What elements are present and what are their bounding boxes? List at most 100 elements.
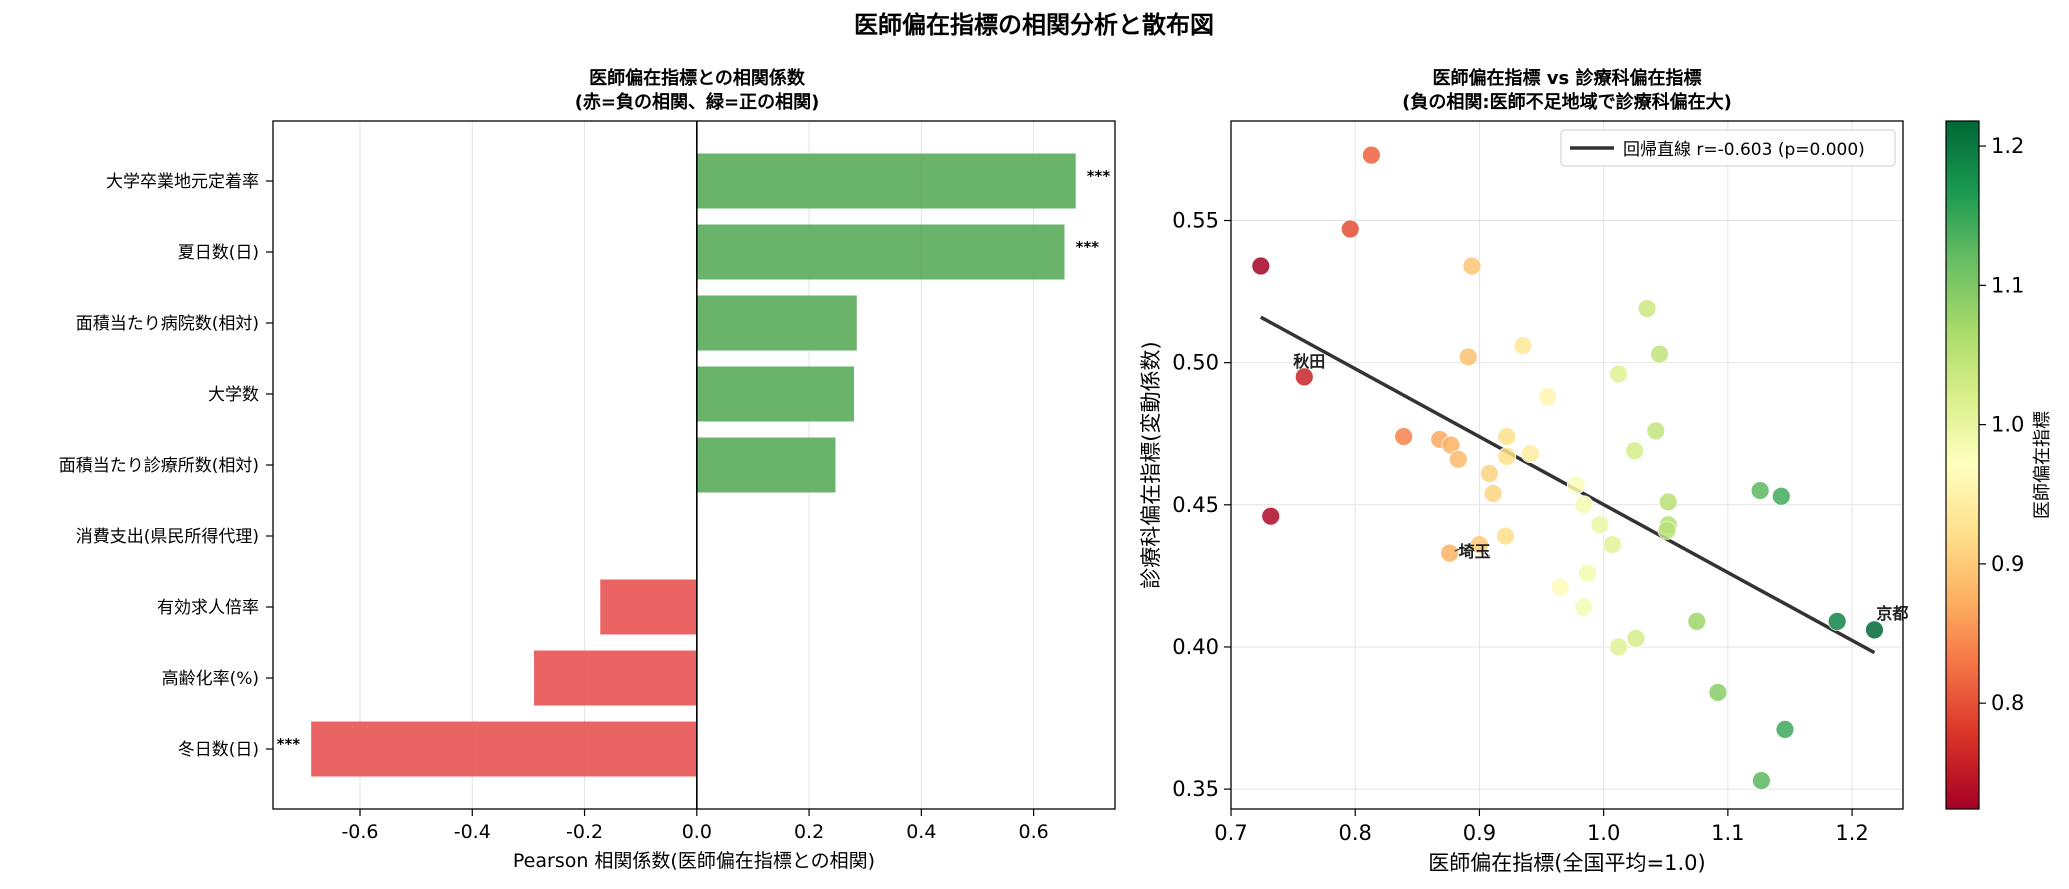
scatter-point <box>1251 256 1271 276</box>
scatter-point <box>1650 344 1669 364</box>
scatter-point <box>1865 620 1884 640</box>
annotation-pointer <box>1454 546 1464 552</box>
scatter-y-tick-label: 0.45 <box>1172 493 1219 517</box>
scatter-annotation: 埼玉 <box>1459 542 1491 561</box>
colorbar: 0.8 0.9 1.0 1.1 1.2 医師偏在指標 <box>1945 120 2053 810</box>
scatter-ticks: 0.7 0.8 0.9 1.0 1.1 1.2 0.35 0.40 0.45 0.50 0.55 <box>1172 209 1869 845</box>
bar-category-label: 大学数 <box>208 385 259 405</box>
significance-label: *** <box>277 735 301 753</box>
scatter-point <box>1574 495 1594 515</box>
scatter-x-tick-label: 1.0 <box>1587 821 1620 845</box>
scatter-chart-frame <box>1230 120 1904 810</box>
scatter-point <box>1602 535 1622 555</box>
scatter-point <box>1827 611 1847 631</box>
colorbar-tick-label: 1.0 <box>1991 413 2024 437</box>
bar-category-label: 有効求人倍率 <box>157 598 259 618</box>
scatter-point <box>1361 145 1381 165</box>
bar <box>696 295 857 351</box>
scatter-x-tick-label: 1.1 <box>1711 821 1744 845</box>
legend: 回帰直線 r=-0.603 (p=0.000) <box>1560 129 1896 167</box>
bar <box>696 366 854 422</box>
bar-x-tick-label: -0.2 <box>566 821 603 843</box>
bar-chart-title-line2: (赤=負の相関、緑=正の相関) <box>575 91 820 113</box>
bar-category-label: 面積当たり診療所数(相対) <box>59 456 259 476</box>
legend-box <box>1560 129 1896 167</box>
bar-category-label: 消費支出(県民所得代理) <box>76 527 259 547</box>
scatter-point <box>1751 771 1771 790</box>
bar-category-label: 大学卒業地元定着率 <box>106 172 259 192</box>
scatter-x-tick-label: 1.2 <box>1835 821 1868 845</box>
colorbar-tick-label: 0.9 <box>1991 552 2024 576</box>
scatter-point <box>1470 535 1489 555</box>
scatter-point <box>1458 347 1478 367</box>
scatter-point <box>1513 336 1533 355</box>
scatter-point <box>1550 577 1570 597</box>
scatter-y-tick-label: 0.35 <box>1172 777 1219 801</box>
colorbar-tick-label: 1.2 <box>1991 134 2024 158</box>
scatter-point <box>1609 637 1628 657</box>
scatter-annotation: 京都 <box>1876 604 1908 623</box>
bar-category-label: 高齢化率(%) <box>162 669 259 689</box>
bar-x-tick-label: 0.2 <box>794 821 824 843</box>
scatter-chart-title-line2: (負の相関:医師不足地域で診療科偏在大) <box>1402 91 1732 113</box>
scatter-y-tick-label: 0.55 <box>1172 209 1219 233</box>
scatter-point <box>1462 256 1482 276</box>
legend-label: 回帰直線 r=-0.603 (p=0.000) <box>1623 140 1865 160</box>
bar <box>600 579 697 635</box>
bar-x-tick-label: -0.6 <box>341 821 378 843</box>
bar <box>696 224 1065 280</box>
scatter-point <box>1609 364 1628 384</box>
scatter-point <box>1479 464 1499 483</box>
scatter-point <box>1440 543 1460 563</box>
scatter-point <box>1497 447 1517 466</box>
scatter-point <box>1448 449 1468 469</box>
bar-category-label: 冬日数(日) <box>178 740 259 760</box>
scatter-y-axis-label: 診療科偏在指標(変動係数) <box>1139 341 1163 588</box>
bar-x-tick-label: 0.6 <box>1018 821 1048 843</box>
significance-label: *** <box>1087 167 1111 185</box>
scatter-point <box>1775 719 1795 739</box>
colorbar-tick-label: 1.1 <box>1991 273 2024 297</box>
scatter-point <box>1590 515 1610 535</box>
scatter-point <box>1637 299 1657 319</box>
bar-category-label: 面積当たり病院数(相対) <box>76 314 259 334</box>
scatter-point <box>1658 492 1678 512</box>
bar-chart-frame <box>272 120 1116 810</box>
scatter-x-tick-label: 0.9 <box>1463 821 1496 845</box>
colorbar-ticks: 0.8 0.9 1.0 1.1 1.2 <box>1979 134 2024 715</box>
scatter-point <box>1750 481 1770 500</box>
scatter-point <box>1261 506 1281 526</box>
scatter-point <box>1657 520 1677 540</box>
scatter-point <box>1625 441 1645 461</box>
bar <box>534 650 697 706</box>
bar <box>696 153 1076 209</box>
scatter-point <box>1294 367 1314 387</box>
scatter-point <box>1340 219 1360 239</box>
scatter-point <box>1394 427 1414 446</box>
bar-x-tick-label: -0.4 <box>454 821 491 843</box>
colorbar-label: 医師偏在指標 <box>2032 411 2053 519</box>
bar-chart-title-line1: 医師偏在指標との相関係数 <box>589 67 806 89</box>
bar-chart-x-axis-label: Pearson 相関係数(医師偏在指標との相関) <box>513 850 875 872</box>
colorbar-gradient <box>1945 120 1980 810</box>
scatter-point <box>1566 475 1586 495</box>
scatter-point <box>1646 421 1666 441</box>
scatter-y-tick-label: 0.40 <box>1172 635 1219 659</box>
scatter-point <box>1578 563 1597 583</box>
bar-chart-bars: *** *** *** <box>277 121 1111 809</box>
scatter-point <box>1574 597 1594 617</box>
scatter-annotation: 秋田 <box>1293 352 1325 371</box>
bar-chart-x-ticks: -0.6 -0.4 -0.2 0.0 0.2 0.4 0.6 <box>341 809 1049 843</box>
bar <box>696 437 836 493</box>
colorbar-tick-label: 0.8 <box>1991 691 2024 715</box>
scatter-point <box>1520 444 1540 464</box>
figure-title: 医師偏在指標の相関分析と散布図 <box>854 11 1214 39</box>
scatter-y-tick-label: 0.50 <box>1172 351 1219 375</box>
scatter-point <box>1496 526 1515 546</box>
scatter-point <box>1708 683 1728 702</box>
scatter-chart: 医師偏在指標 vs 診療科偏在指標 (負の相関:医師不足地域で診療科偏在大) 秋… <box>1139 67 1908 875</box>
scatter-x-tick-label: 0.8 <box>1339 821 1372 845</box>
scatter-x-axis-label: 医師偏在指標(全国平均=1.0) <box>1428 851 1705 875</box>
